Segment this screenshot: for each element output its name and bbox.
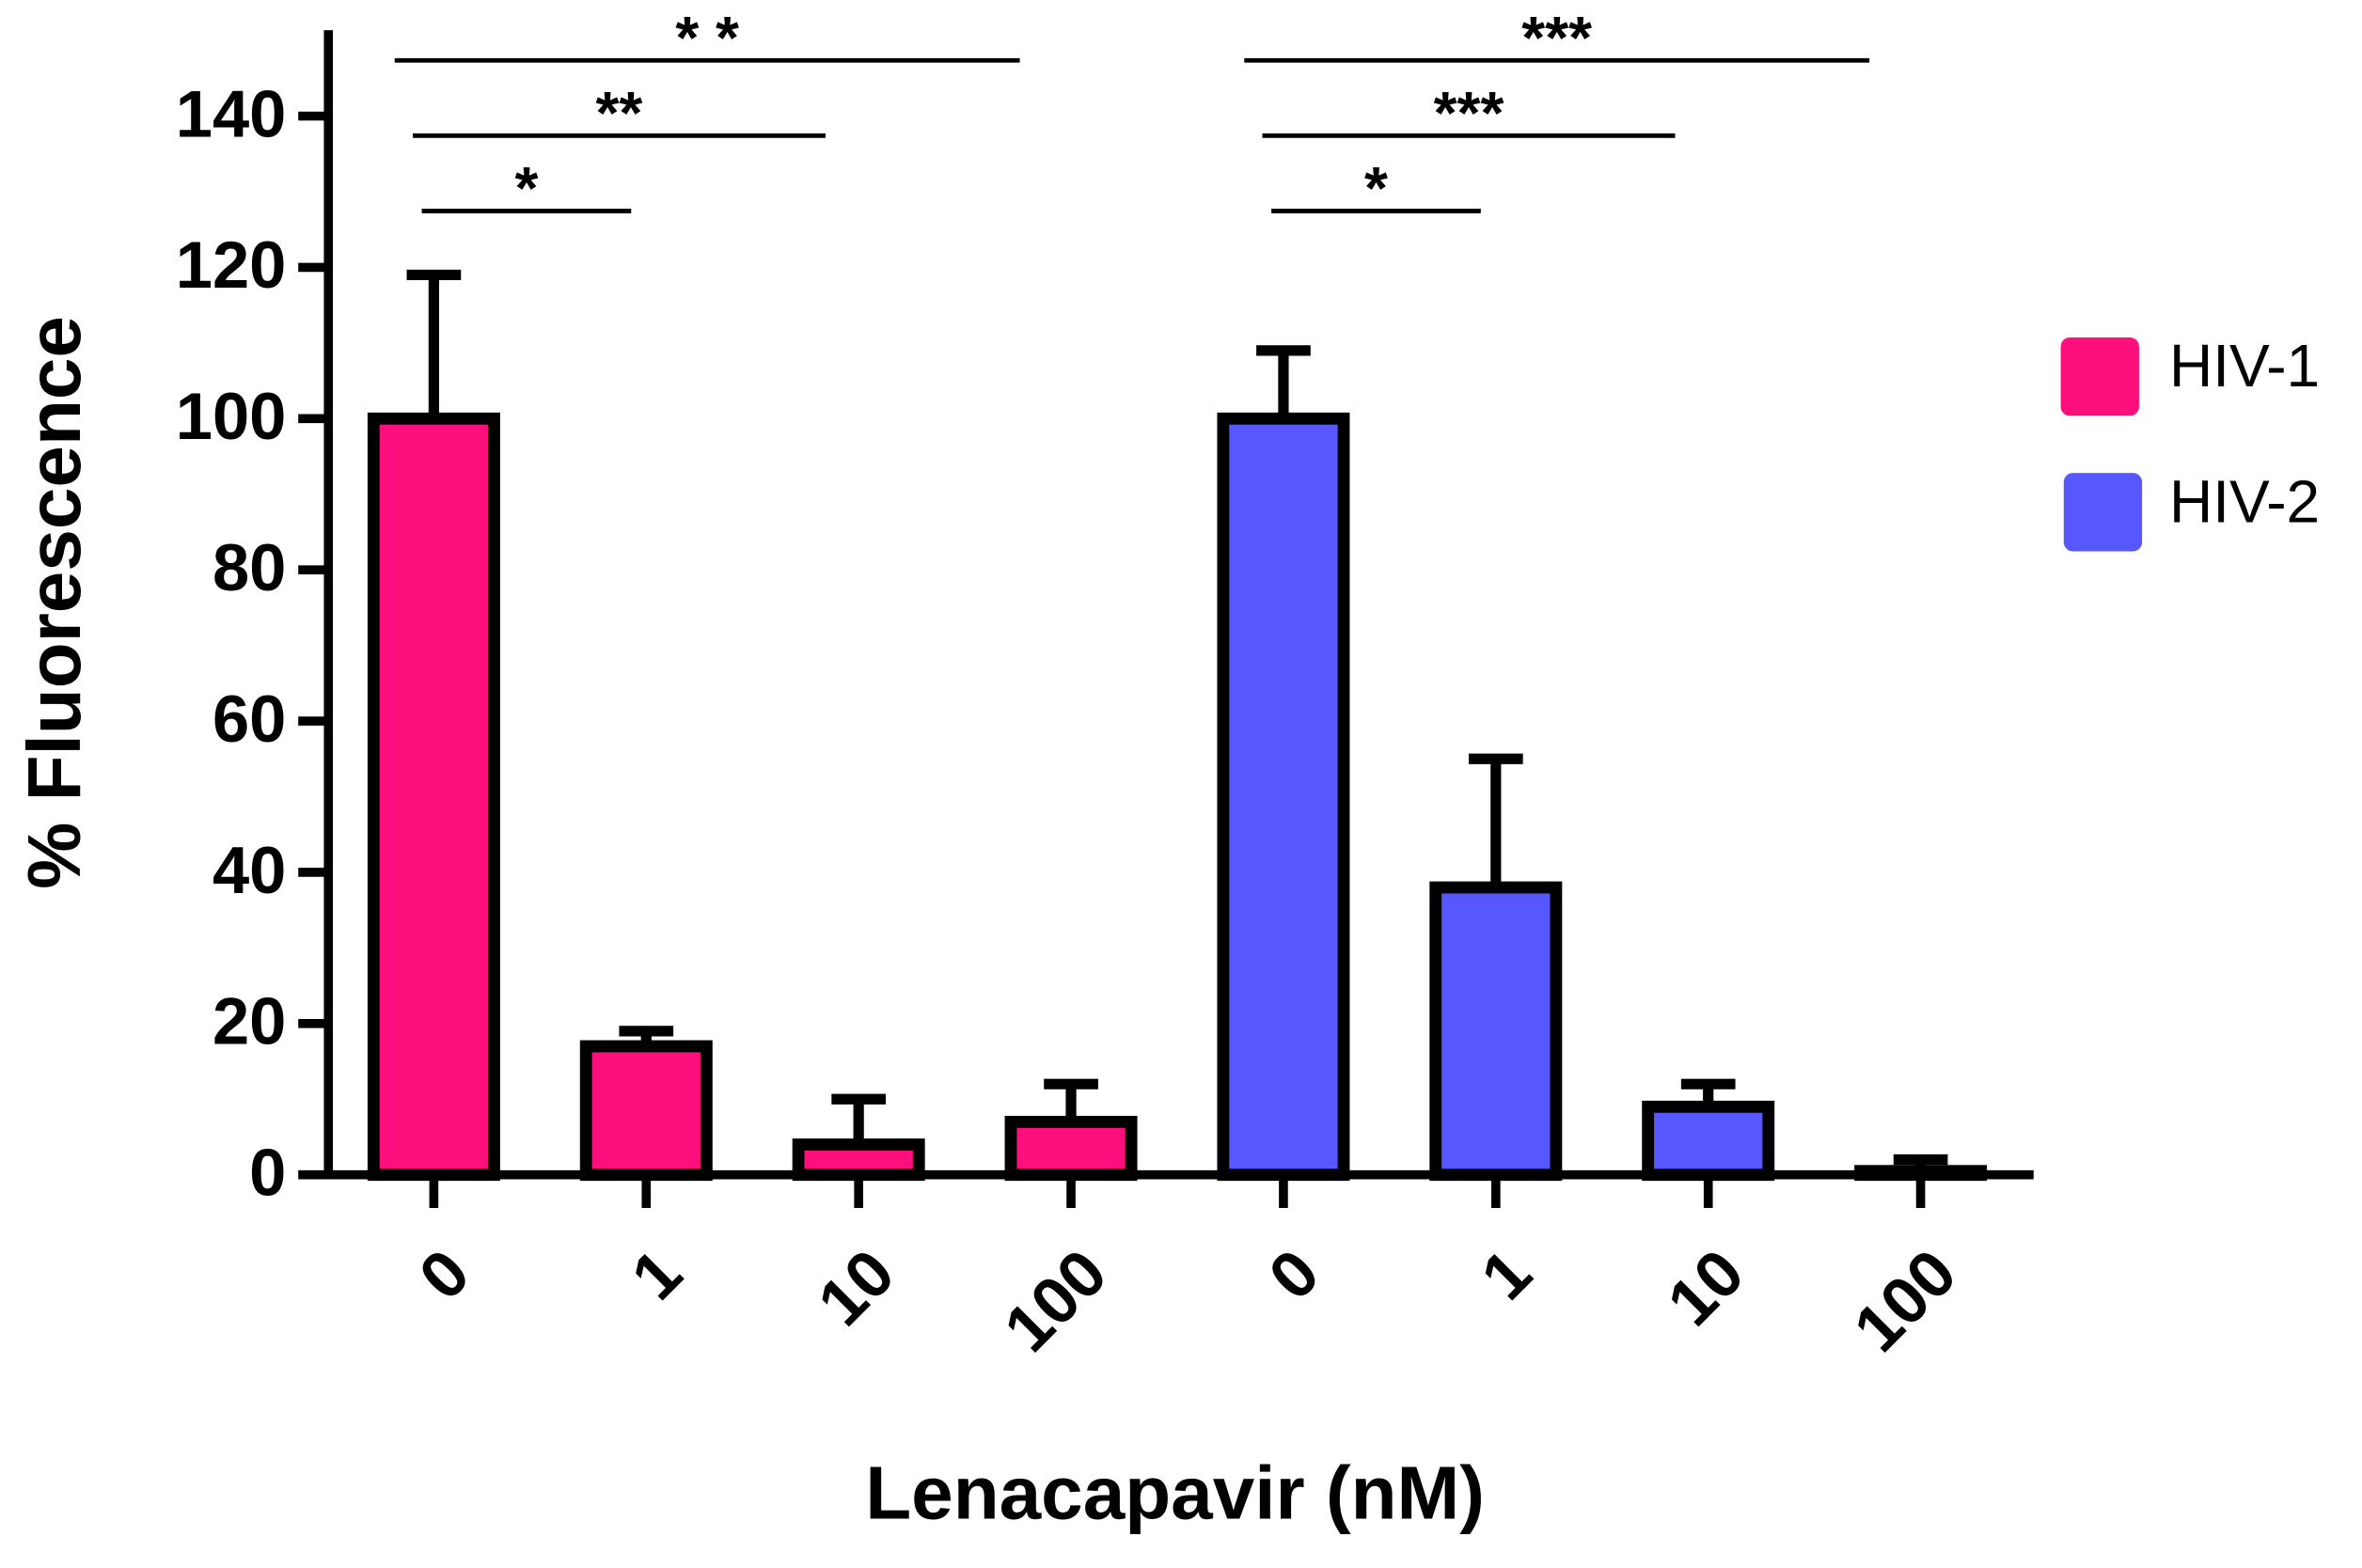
x-tick-label: 10	[1653, 1235, 1757, 1340]
x-axis-title: Lenacapavir (nM)	[865, 1450, 1485, 1534]
bar	[1854, 1165, 1988, 1182]
significance-label: ***	[1521, 4, 1592, 71]
y-tick-label: 0	[249, 1136, 286, 1210]
legend-label: HIV-1	[2169, 332, 2320, 400]
legend-label: HIV-2	[2169, 467, 2320, 535]
x-tick-label: 10	[803, 1235, 907, 1340]
legend-swatch	[2063, 473, 2143, 552]
bar	[1004, 1116, 1138, 1182]
significance-label: *	[1364, 154, 1388, 222]
y-tick-label: 20	[213, 984, 286, 1058]
y-tick-label: 40	[213, 833, 286, 907]
x-tick-label: 100	[990, 1235, 1121, 1366]
y-axis-title: % Fluorescence	[11, 316, 96, 889]
y-tick-label: 60	[213, 682, 286, 756]
x-tick-label: 0	[1254, 1235, 1333, 1314]
bar	[579, 1040, 713, 1182]
bar	[367, 412, 500, 1182]
x-tick-label: 1	[1467, 1235, 1546, 1314]
x-tick-label: 1	[617, 1235, 696, 1314]
x-tick-label: 100	[1839, 1235, 1970, 1366]
bar	[792, 1138, 925, 1182]
significance-label: ***	[1434, 79, 1504, 147]
significance-label: * *	[675, 4, 739, 71]
legend-swatch	[2060, 337, 2139, 416]
y-tick-label: 100	[176, 379, 287, 453]
significance-label: **	[596, 79, 643, 147]
significance-label: *	[514, 154, 538, 222]
y-tick-label: 80	[213, 530, 286, 604]
bar	[1642, 1100, 1775, 1182]
bar	[1429, 881, 1563, 1182]
y-tick-label: 140	[176, 76, 287, 150]
y-tick-label: 120	[176, 227, 287, 302]
bar	[1217, 412, 1350, 1182]
x-tick-label: 0	[404, 1235, 483, 1314]
